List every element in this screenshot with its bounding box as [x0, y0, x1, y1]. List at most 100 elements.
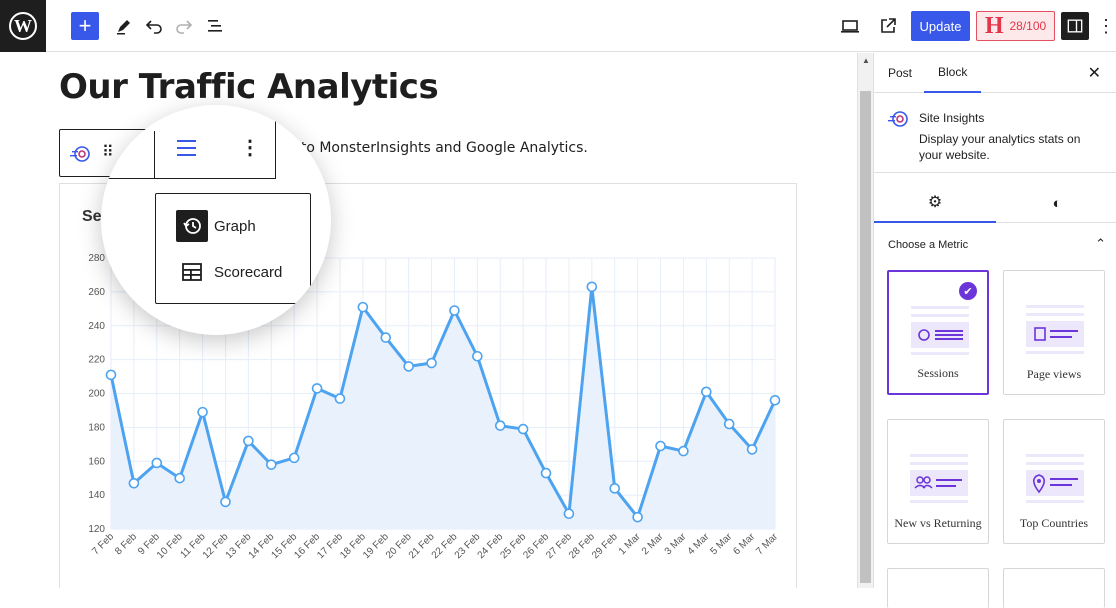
data-point	[174, 472, 185, 484]
data-point	[197, 406, 208, 418]
data-point	[403, 361, 414, 372]
data-point	[472, 350, 483, 362]
data-point	[288, 452, 300, 464]
tab-post-label: Post	[888, 66, 913, 80]
y-tick-label: 180	[88, 422, 105, 433]
preview-device-button[interactable]	[838, 12, 862, 40]
page-views-metric-icon	[1026, 305, 1084, 354]
metric-label: Top Countries	[1019, 516, 1089, 530]
sidebar-icon	[1067, 19, 1083, 33]
undo-button[interactable]	[142, 12, 166, 40]
more-options-icon[interactable]: ⋮	[240, 137, 260, 159]
redo-icon	[176, 20, 193, 34]
metric-card-partial[interactable]	[887, 568, 989, 608]
undo-icon	[145, 20, 162, 34]
editor-scrollbar[interactable]: ▲	[857, 53, 873, 588]
document-overview-button[interactable]	[204, 12, 228, 40]
wordpress-logo-button[interactable]: W	[0, 0, 46, 52]
users-metric-icon	[910, 454, 968, 503]
add-block-button[interactable]: +	[71, 12, 99, 40]
pen-icon	[117, 20, 130, 35]
redo-button[interactable]	[172, 12, 196, 40]
metric-label: New vs Returning	[894, 516, 982, 530]
x-tick-label: 2 Mar	[640, 531, 666, 557]
sessions-area	[111, 286, 775, 529]
data-point	[632, 511, 643, 523]
seo-logo-icon: H	[984, 12, 1004, 39]
tab-block[interactable]: Block	[924, 53, 982, 93]
history-icon	[176, 210, 208, 242]
external-link-icon	[881, 18, 896, 33]
data-point	[265, 459, 277, 470]
chevron-up-icon[interactable]: ⌃	[1095, 236, 1106, 251]
site-insights-icon	[888, 111, 908, 127]
metric-card-partial[interactable]	[1003, 568, 1105, 608]
block-description: Display your analytics stats on your web…	[919, 132, 1081, 162]
metric-card-new-vs-returning[interactable]: New vs Returning	[887, 419, 989, 544]
data-point	[494, 420, 506, 431]
y-tick-label: 260	[88, 287, 105, 298]
x-tick-label: 8 Feb	[113, 531, 139, 557]
editor-top-bar: W + Update H 28/100 ⋮	[0, 0, 1116, 52]
display-type-menu: Graph Scorecard	[155, 193, 311, 304]
metric-label: Page views	[1026, 367, 1082, 381]
y-tick-label: 240	[88, 321, 105, 332]
y-tick-label: 140	[88, 490, 105, 501]
data-point	[426, 357, 437, 369]
tab-styles[interactable]: ◐	[996, 183, 1116, 223]
y-tick-label: 200	[88, 389, 105, 400]
update-button[interactable]: Update	[911, 11, 970, 41]
metric-card-page-views[interactable]: Page views	[1003, 270, 1105, 395]
metric-panel-heading[interactable]: Choose a Metric	[888, 239, 969, 251]
block-title: Site Insights	[919, 111, 985, 125]
metric-card-sessions[interactable]: ✔ Sessions	[887, 270, 989, 395]
menu-item-label: Scorecard	[214, 263, 283, 281]
menu-item-graph[interactable]: Graph	[176, 210, 256, 242]
site-insights-block-icon[interactable]	[70, 144, 92, 164]
metric-label: Sessions	[917, 366, 959, 380]
seo-score: 28/100	[1009, 19, 1047, 33]
tab-post[interactable]: Post	[888, 53, 912, 93]
block-settings-tabs: ⚙ ◐	[874, 183, 1116, 223]
data-point	[723, 418, 735, 430]
drag-handle-icon[interactable]: ⠿	[102, 144, 114, 161]
y-tick-label: 120	[88, 524, 105, 535]
page-title[interactable]: Our Traffic Analytics	[59, 67, 439, 107]
data-point	[540, 467, 552, 479]
close-sidebar-icon[interactable]: ✕	[1087, 65, 1101, 82]
data-point	[357, 301, 369, 313]
data-point	[334, 393, 346, 404]
settings-sidebar-toggle[interactable]	[1061, 12, 1089, 40]
data-point	[517, 423, 529, 435]
options-menu-button[interactable]: ⋮	[1097, 12, 1115, 40]
sessions-metric-icon	[911, 306, 969, 355]
tools-pen-button[interactable]	[112, 12, 136, 40]
kebab-icon: ⋮	[1097, 15, 1115, 36]
table-icon	[176, 256, 208, 288]
menu-item-scorecard[interactable]: Scorecard	[176, 256, 282, 288]
metric-card-top-countries[interactable]: Top Countries	[1003, 419, 1105, 544]
menu-item-label: Graph	[214, 217, 256, 235]
x-tick-label: 6 Mar	[731, 531, 757, 557]
block-card: Site Insights Display your analytics sta…	[874, 93, 1116, 173]
tab-settings[interactable]: ⚙	[874, 183, 996, 223]
update-label: Update	[919, 18, 962, 34]
data-point	[220, 496, 231, 508]
scroll-up-icon[interactable]: ▲	[862, 56, 870, 65]
tab-block-label: Block	[938, 65, 968, 79]
view-post-button[interactable]	[876, 12, 900, 40]
x-tick-label: 1 Mar	[617, 531, 643, 557]
data-point	[701, 386, 712, 398]
zoomed-block-toolbar	[101, 117, 276, 179]
desktop-icon	[841, 20, 859, 33]
seo-score-button[interactable]: H 28/100	[976, 11, 1055, 41]
card-heading: Se	[82, 208, 102, 225]
data-point	[678, 445, 689, 457]
align-icon[interactable]	[176, 138, 198, 158]
x-tick-label: 10 Feb	[155, 531, 185, 561]
y-tick-label: 280	[88, 253, 105, 264]
scrollbar-thumb[interactable]	[860, 91, 871, 583]
settings-sidebar: Post Block ✕ Site Insights Display your …	[873, 53, 1116, 608]
